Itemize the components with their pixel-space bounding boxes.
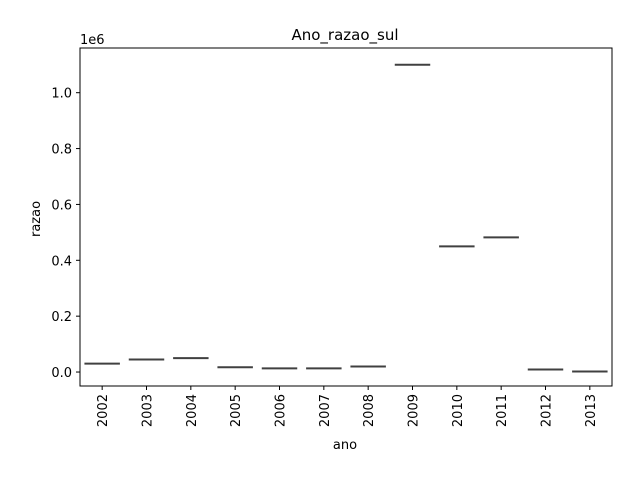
x-tick-label: 2008	[362, 394, 377, 427]
box-series	[84, 63, 608, 373]
chart-title: Ano_razao_sul	[291, 26, 398, 45]
x-tick-label: 2009	[407, 394, 422, 427]
y-tick-label: 0.0	[51, 366, 72, 381]
y-tick-label: 0.6	[51, 198, 72, 213]
x-tick-label: 2003	[141, 394, 156, 427]
x-tick-label: 2013	[584, 394, 599, 427]
plot-area-frame	[79, 47, 613, 387]
x-tick-label: 2012	[540, 394, 555, 427]
y-scale-label: 1e6	[80, 33, 105, 48]
x-tick-label: 2006	[274, 394, 289, 427]
y-tick-label: 1.0	[51, 87, 72, 102]
x-tick-label: 2002	[96, 394, 111, 427]
x-axis: 2002 2003 2004 2005 2006 2007 2008 2009 2010 2011…	[96, 386, 599, 427]
y-tick-label: 0.4	[51, 254, 72, 269]
y-axis: 0.0 0.2 0.4 0.6 0.8 1.0	[51, 87, 80, 381]
y-tick-label: 0.8	[51, 143, 72, 158]
x-tick-label: 2007	[318, 394, 333, 427]
x-tick-label: 2004	[185, 394, 200, 427]
y-axis-label: razao	[29, 201, 44, 237]
x-tick-label: 2011	[495, 394, 510, 427]
y-tick-label: 0.2	[51, 310, 72, 325]
x-axis-label: ano	[333, 438, 357, 453]
x-tick-label: 2010	[451, 394, 466, 427]
x-tick-label: 2005	[229, 394, 244, 427]
